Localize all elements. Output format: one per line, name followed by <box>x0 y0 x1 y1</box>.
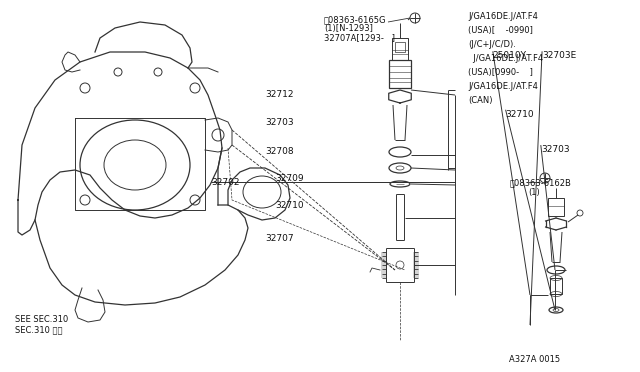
Text: 32702: 32702 <box>211 178 240 187</box>
Text: (USA)[0990-    ]: (USA)[0990- ] <box>468 68 533 77</box>
Text: 32703: 32703 <box>266 118 294 127</box>
Bar <box>548 198 564 216</box>
Text: 32710: 32710 <box>506 110 534 119</box>
Bar <box>395 42 405 52</box>
Text: (1)[N-1293]: (1)[N-1293] <box>324 24 373 33</box>
Text: 32703E: 32703E <box>542 51 577 60</box>
Text: 32703: 32703 <box>541 145 570 154</box>
Text: 32707A[1293-   ]: 32707A[1293- ] <box>324 33 395 42</box>
Text: 32712: 32712 <box>266 90 294 99</box>
Text: SEC.310 参照: SEC.310 参照 <box>15 325 63 334</box>
Text: (J/C+J/C/D).: (J/C+J/C/D). <box>468 40 516 49</box>
Text: 32707: 32707 <box>266 234 294 243</box>
Text: Ⓢ08363-6162B: Ⓢ08363-6162B <box>510 178 572 187</box>
Text: 32710: 32710 <box>275 201 304 210</box>
Text: (1): (1) <box>528 188 540 197</box>
Text: A327A 0015: A327A 0015 <box>509 355 560 364</box>
Text: J/GA16DE.J/AT.F4: J/GA16DE.J/AT.F4 <box>468 12 538 21</box>
Text: 25010Y: 25010Y <box>493 51 527 60</box>
Bar <box>392 38 408 60</box>
Text: SEE SEC.310: SEE SEC.310 <box>15 315 68 324</box>
Text: 32708: 32708 <box>266 147 294 156</box>
Bar <box>550 278 562 294</box>
Text: Ⓢ08363-6165G: Ⓢ08363-6165G <box>324 15 387 24</box>
Text: J/GA16DE.J/AT.F4: J/GA16DE.J/AT.F4 <box>468 82 538 91</box>
Bar <box>389 60 411 88</box>
Text: (USA)[    -0990]: (USA)[ -0990] <box>468 26 533 35</box>
Text: 32709: 32709 <box>275 174 304 183</box>
Text: (CAN): (CAN) <box>468 96 493 105</box>
Text: J/GA16DE.J/AT.F4: J/GA16DE.J/AT.F4 <box>468 54 543 63</box>
